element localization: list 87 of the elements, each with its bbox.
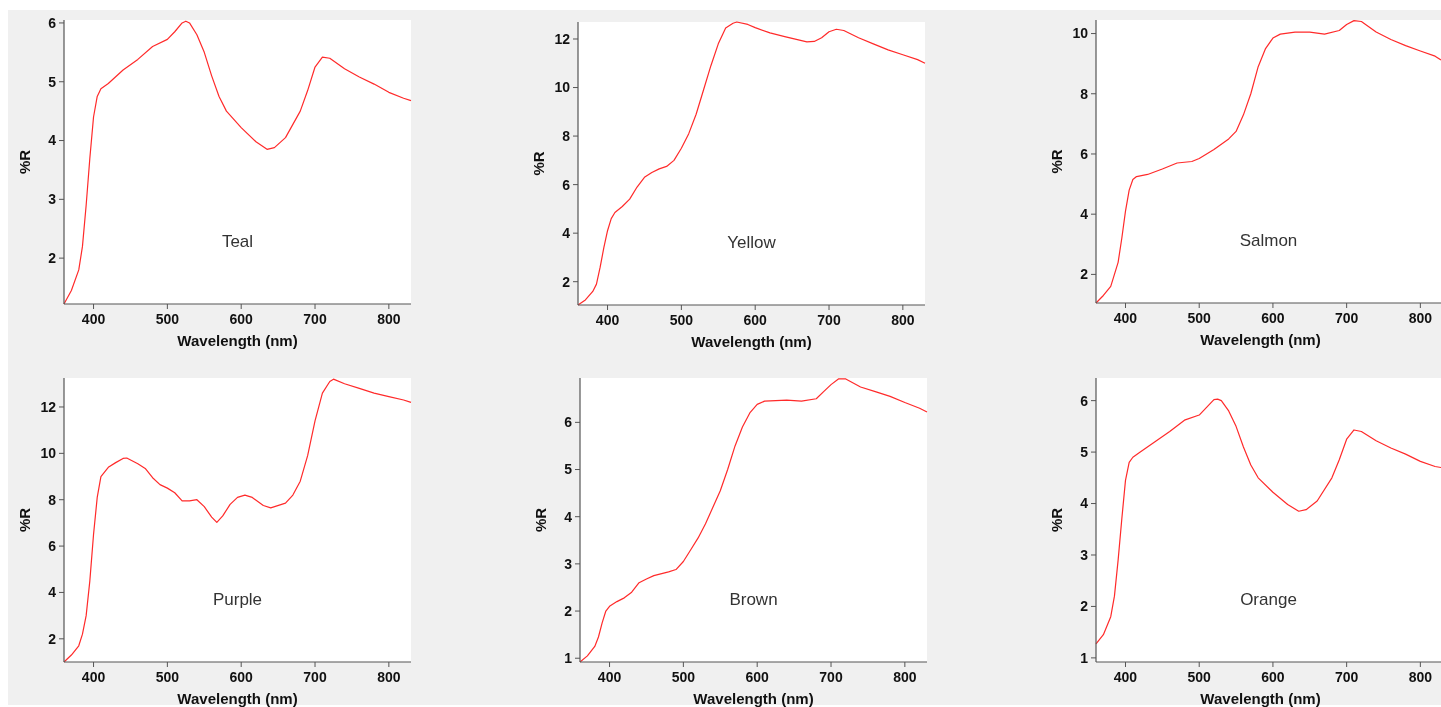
x-axis-title: Wavelength (nm) <box>177 332 298 349</box>
y-tick-label: 4 <box>48 132 57 149</box>
y-tick-label: 2 <box>562 273 571 290</box>
x-tick-label: 600 <box>1261 310 1285 326</box>
x-tick-label: 800 <box>891 312 915 328</box>
y-tick-label: 1 <box>1080 649 1089 666</box>
x-tick-label: 700 <box>1334 310 1359 326</box>
y-tick-label: 5 <box>564 461 573 478</box>
line-series <box>1095 398 1441 645</box>
y-tick-label: 3 <box>564 555 573 572</box>
y-tick-label: 2 <box>1080 598 1089 615</box>
y-tick-label: 2 <box>564 602 573 619</box>
y-tick-label: 2 <box>48 250 57 267</box>
y-tick-label: 6 <box>1080 145 1089 162</box>
y-tick-label: 8 <box>48 491 57 508</box>
line-series <box>63 378 412 663</box>
y-tick-label: 2 <box>48 630 57 647</box>
y-tick-label: 4 <box>1080 495 1089 512</box>
annotation: Brown <box>729 590 778 610</box>
x-tick-label: 800 <box>377 669 401 685</box>
annotation: Teal <box>221 232 254 252</box>
line-series <box>579 378 928 663</box>
y-tick-label: 4 <box>564 508 573 525</box>
x-tick-label: 700 <box>1334 669 1359 685</box>
x-tick-label: 600 <box>1261 669 1285 685</box>
annotation: Orange <box>1240 590 1297 610</box>
y-tick-label: 12 <box>554 30 571 47</box>
y-tick-label: 4 <box>562 225 571 242</box>
y-tick-label: 6 <box>48 14 57 31</box>
x-tick-label: 800 <box>377 311 401 327</box>
x-tick-label: 700 <box>817 312 841 328</box>
x-tick-label: 500 <box>1187 669 1212 685</box>
y-axis-title: %R <box>16 149 33 175</box>
y-tick-label: 3 <box>1080 546 1089 563</box>
y-tick-label: 6 <box>562 176 571 193</box>
y-tick-label: 8 <box>1080 85 1089 102</box>
x-tick-label: 700 <box>819 669 843 685</box>
y-tick-label: 12 <box>40 398 57 415</box>
x-tick-label: 500 <box>155 311 180 327</box>
x-tick-label: 700 <box>303 669 327 685</box>
y-tick-label: 3 <box>48 191 57 208</box>
x-tick-label: 400 <box>595 312 620 328</box>
y-tick-label: 5 <box>1080 443 1089 460</box>
y-tick-label: 10 <box>1072 25 1089 42</box>
x-tick-label: 400 <box>1113 669 1138 685</box>
x-tick-label: 600 <box>229 311 254 327</box>
x-tick-label: 500 <box>669 312 694 328</box>
x-tick-label: 600 <box>745 669 770 685</box>
x-axis-title: Wavelength (nm) <box>693 690 814 707</box>
y-tick-label: 8 <box>562 127 571 144</box>
x-tick-label: 700 <box>303 311 327 327</box>
x-tick-label: 500 <box>671 669 696 685</box>
annotation: Yellow <box>727 233 777 253</box>
y-tick-label: 10 <box>40 445 57 462</box>
y-axis-title: %R <box>1048 507 1065 533</box>
x-tick-label: 800 <box>1408 669 1433 685</box>
y-tick-label: 6 <box>48 537 57 554</box>
y-axis-title: %R <box>530 151 547 176</box>
annotation: Salmon <box>1239 231 1298 251</box>
x-tick-label: 600 <box>743 312 768 328</box>
x-tick-label: 400 <box>1113 310 1138 326</box>
y-tick-label: 6 <box>564 414 573 431</box>
x-tick-label: 400 <box>81 669 106 685</box>
y-tick-label: 4 <box>1080 206 1089 223</box>
y-tick-label: 2 <box>1080 266 1089 283</box>
y-axis-title: %R <box>16 507 33 533</box>
x-axis-title: Wavelength (nm) <box>1200 331 1321 348</box>
y-axis-title: %R <box>1048 149 1065 174</box>
x-tick-label: 500 <box>1187 310 1212 326</box>
y-tick-label: 4 <box>48 584 57 601</box>
x-axis-title: Wavelength (nm) <box>691 333 812 350</box>
y-axis-title: %R <box>532 507 549 533</box>
x-tick-label: 800 <box>893 669 917 685</box>
y-tick-label: 10 <box>554 79 571 96</box>
x-tick-label: 600 <box>229 669 254 685</box>
y-tick-label: 1 <box>564 650 573 667</box>
x-tick-label: 400 <box>597 669 622 685</box>
x-axis-title: Wavelength (nm) <box>177 690 298 707</box>
x-tick-label: 400 <box>81 311 106 327</box>
line-series <box>577 21 926 306</box>
annotation: Purple <box>212 590 263 610</box>
line-series <box>1095 20 1441 304</box>
y-tick-label: 5 <box>48 73 57 90</box>
y-tick-label: 6 <box>1080 392 1089 409</box>
x-axis-title: Wavelength (nm) <box>1200 690 1321 707</box>
x-tick-label: 800 <box>1408 310 1433 326</box>
x-tick-label: 500 <box>155 669 180 685</box>
